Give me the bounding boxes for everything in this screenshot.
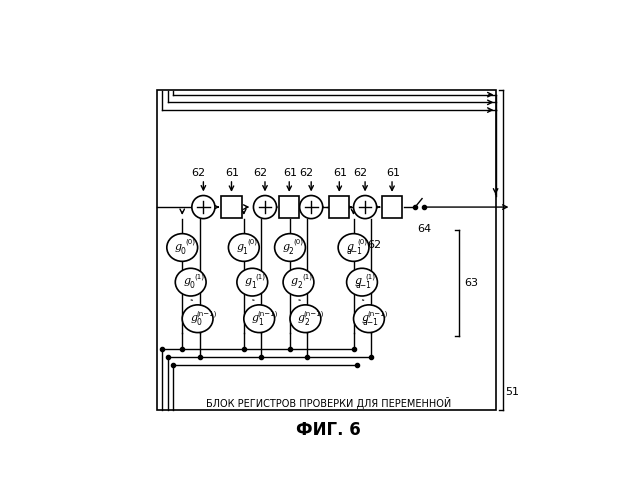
Text: 62: 62: [299, 168, 313, 178]
Text: 51: 51: [505, 387, 519, 397]
Text: (1): (1): [256, 274, 266, 280]
Text: a−1: a−1: [362, 318, 378, 327]
Ellipse shape: [237, 268, 268, 296]
Text: (n−1): (n−1): [258, 310, 278, 316]
Text: 2: 2: [304, 318, 309, 327]
Text: БЛОК РЕГИСТРОВ ПРОВЕРКИ ДЛЯ ПЕРЕМЕННОЙ: БЛОК РЕГИСТРОВ ПРОВЕРКИ ДЛЯ ПЕРЕМЕННОЙ: [206, 396, 451, 408]
Text: 1: 1: [242, 247, 247, 256]
Text: (1): (1): [302, 274, 312, 280]
Text: a−1: a−1: [347, 247, 363, 256]
Text: . . . .: . . . .: [334, 200, 362, 213]
Ellipse shape: [244, 305, 274, 332]
Ellipse shape: [338, 234, 369, 262]
Text: a−1: a−1: [355, 282, 371, 290]
Bar: [382, 196, 402, 218]
Text: g: g: [245, 276, 252, 286]
Text: g: g: [346, 242, 353, 252]
Ellipse shape: [347, 268, 378, 296]
Text: 0: 0: [196, 318, 201, 327]
Ellipse shape: [354, 305, 385, 332]
Text: g: g: [252, 313, 259, 323]
Text: 63: 63: [465, 278, 478, 288]
Text: (n−1): (n−1): [304, 310, 324, 316]
Text: g: g: [283, 242, 290, 252]
Text: 61: 61: [386, 168, 400, 178]
Circle shape: [192, 196, 215, 218]
Text: 1: 1: [251, 282, 256, 290]
Text: 61: 61: [283, 168, 297, 178]
Text: g: g: [190, 313, 197, 323]
Text: (1): (1): [194, 274, 204, 280]
Bar: [157, 90, 496, 410]
Text: 62: 62: [192, 168, 206, 178]
Text: g: g: [291, 276, 298, 286]
Text: 2: 2: [289, 247, 294, 256]
Text: g: g: [175, 242, 182, 252]
Text: ФИГ. 6: ФИГ. 6: [296, 420, 361, 438]
Ellipse shape: [274, 234, 305, 262]
Text: 0: 0: [181, 247, 186, 256]
Bar: [222, 196, 242, 218]
Bar: [279, 196, 299, 218]
Ellipse shape: [228, 234, 259, 262]
Text: 1: 1: [258, 318, 263, 327]
Circle shape: [299, 196, 322, 218]
Ellipse shape: [290, 305, 320, 332]
Text: 62: 62: [253, 168, 267, 178]
Text: (n−1): (n−1): [367, 310, 388, 316]
Ellipse shape: [283, 268, 314, 296]
Text: (0): (0): [357, 239, 367, 246]
Text: (1): (1): [365, 274, 376, 280]
Text: g: g: [298, 313, 305, 323]
Bar: [329, 196, 349, 218]
Text: (0): (0): [186, 239, 196, 246]
Text: g: g: [362, 313, 369, 323]
Text: 62: 62: [367, 240, 381, 250]
Text: 64: 64: [417, 224, 431, 234]
Text: 61: 61: [333, 168, 347, 178]
Text: (n−1): (n−1): [196, 310, 216, 316]
Text: (0): (0): [294, 239, 303, 246]
Ellipse shape: [175, 268, 206, 296]
Text: 2: 2: [297, 282, 302, 290]
Text: g: g: [237, 242, 244, 252]
Text: g: g: [354, 276, 362, 286]
Text: g: g: [183, 276, 190, 286]
Text: 62: 62: [353, 168, 367, 178]
Circle shape: [253, 196, 276, 218]
Circle shape: [354, 196, 377, 218]
Text: (0): (0): [247, 239, 257, 246]
Text: 0: 0: [189, 282, 194, 290]
Ellipse shape: [167, 234, 197, 262]
Text: 61: 61: [226, 168, 240, 178]
Ellipse shape: [182, 305, 213, 332]
